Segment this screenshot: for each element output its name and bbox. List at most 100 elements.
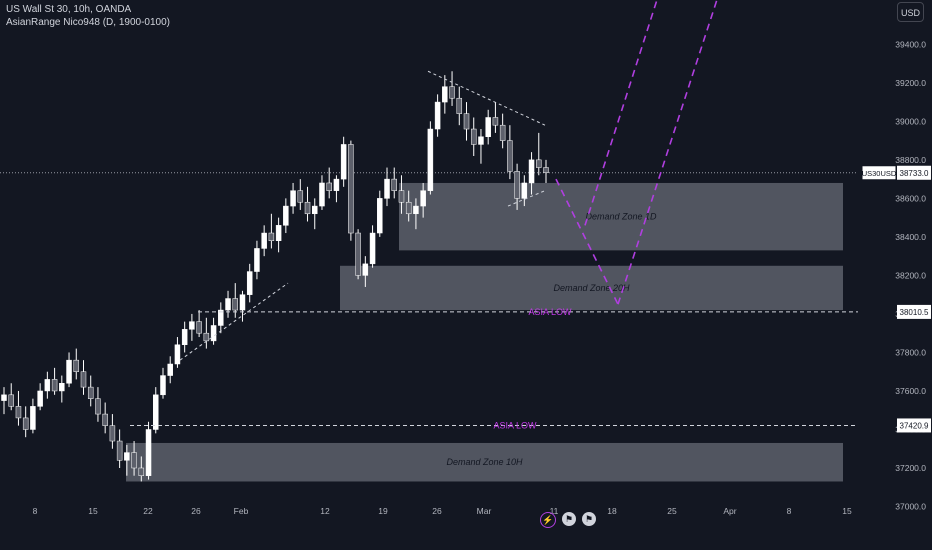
time-tick-label: 8 — [787, 506, 792, 516]
price-tick-label: 38400.0 — [895, 232, 926, 242]
candle-body — [210, 325, 217, 342]
candle-body — [189, 321, 195, 330]
candle-body — [543, 167, 549, 174]
candle-body — [369, 232, 376, 265]
candle-body — [87, 386, 94, 399]
price-axis: 37000.037200.037400.037600.037800.038000… — [895, 39, 926, 511]
candle-body — [420, 190, 426, 207]
candle-body — [377, 198, 383, 234]
currency-button[interactable]: USD — [897, 2, 924, 22]
trend-line — [179, 282, 289, 361]
time-tick-label: Mar — [477, 506, 492, 516]
candle-body — [405, 201, 412, 215]
candle-body — [442, 86, 448, 103]
candle-body — [384, 178, 390, 199]
candle-body — [528, 159, 535, 184]
candle-body — [290, 190, 296, 207]
time-tick-label: 15 — [88, 506, 98, 516]
candle-body — [463, 113, 470, 130]
price-tags: US30USD 38733.0 38010.5 37420.9 — [861, 165, 931, 433]
candle-body — [102, 413, 108, 426]
candle-body — [246, 271, 253, 295]
price-tag-bg — [897, 418, 931, 433]
price-tag: 38010.5 — [900, 308, 929, 317]
candle-body — [1, 394, 7, 401]
candle-body — [470, 128, 477, 145]
candle-body — [95, 398, 101, 415]
asia-low-label: ASIA LOW — [493, 420, 537, 430]
projection-line — [584, 0, 658, 226]
projection-line — [617, 0, 718, 305]
demand-zone — [126, 442, 843, 482]
time-tick-label: 11 — [550, 506, 559, 516]
time-tick-label: 25 — [667, 506, 677, 516]
flag-icon-2[interactable]: ⚑ — [582, 512, 596, 526]
time-tick-label: 8 — [33, 506, 38, 516]
candle-body — [218, 309, 224, 326]
candle-body — [131, 452, 137, 469]
candle-body — [362, 263, 369, 276]
candle-body — [66, 359, 72, 384]
zone-label: Demand Zone 20H — [553, 283, 630, 293]
candle-body — [391, 178, 397, 191]
price-tag-bg — [897, 304, 931, 319]
symbol-title: US Wall St 30, 10h, OANDA — [6, 4, 132, 15]
price-tick-label: 38800.0 — [895, 155, 926, 165]
candle-body — [51, 379, 58, 392]
candle-body — [304, 201, 311, 215]
demand-zone — [399, 182, 843, 251]
candle-body — [59, 383, 65, 392]
price-tick-label: 38200.0 — [895, 270, 926, 280]
candle-body — [275, 225, 282, 241]
time-tick-label: 18 — [607, 506, 617, 516]
symbol-tag-bg — [861, 165, 897, 181]
trend-line — [507, 190, 546, 207]
candle-body — [413, 205, 419, 215]
time-tick-label: 22 — [143, 506, 153, 516]
price-tick-label: 37600.0 — [895, 386, 926, 396]
candle-body — [434, 101, 441, 130]
candle-body — [521, 182, 528, 199]
candle-body — [348, 144, 354, 234]
time-tick-label: 19 — [378, 506, 388, 516]
candle-body — [73, 359, 80, 372]
candle-body — [297, 190, 304, 203]
candle-body — [153, 394, 159, 430]
lightning-icon[interactable]: ⚡ — [540, 512, 556, 528]
candle-body — [138, 467, 145, 476]
candle-body — [181, 329, 188, 345]
candle-body — [145, 429, 152, 476]
candle-body — [536, 159, 542, 168]
time-tick-label: 26 — [191, 506, 201, 516]
price-tag: 37420.9 — [900, 421, 929, 430]
flag-icon[interactable]: ⚑ — [562, 512, 576, 526]
candle-body — [239, 294, 246, 311]
demand-zone — [340, 265, 843, 311]
candle-body — [268, 232, 275, 241]
candle-body — [499, 124, 506, 141]
candle-body — [109, 425, 116, 442]
time-tick-label: 15 — [842, 506, 852, 516]
time-axis: 8 15 22 26 Feb 12 19 26 Mar 11 18 25 Apr 8 15 — [33, 506, 852, 516]
candle-body — [254, 248, 260, 272]
time-tick-label: Apr — [723, 506, 736, 516]
demand-zones: Demand Zone 1D Demand Zone 20H Demand Zone… — [126, 182, 843, 482]
candles — [1, 70, 549, 482]
candle-body — [196, 321, 202, 334]
candle-body — [174, 344, 181, 365]
candle-body — [427, 128, 434, 191]
projection-path — [555, 0, 718, 305]
candle-body — [449, 86, 455, 99]
candle-body — [507, 140, 513, 172]
price-tag: 38733.0 — [900, 169, 929, 178]
candle-body — [160, 375, 166, 396]
candle-body — [124, 452, 130, 461]
price-tag-bg — [897, 165, 931, 180]
time-tick-label: 12 — [320, 506, 330, 516]
zone-label: Demand Zone 10H — [446, 457, 523, 467]
candle-body — [333, 178, 340, 191]
candle-body — [492, 117, 499, 126]
candle-body — [261, 232, 267, 249]
candle-body — [311, 205, 318, 215]
